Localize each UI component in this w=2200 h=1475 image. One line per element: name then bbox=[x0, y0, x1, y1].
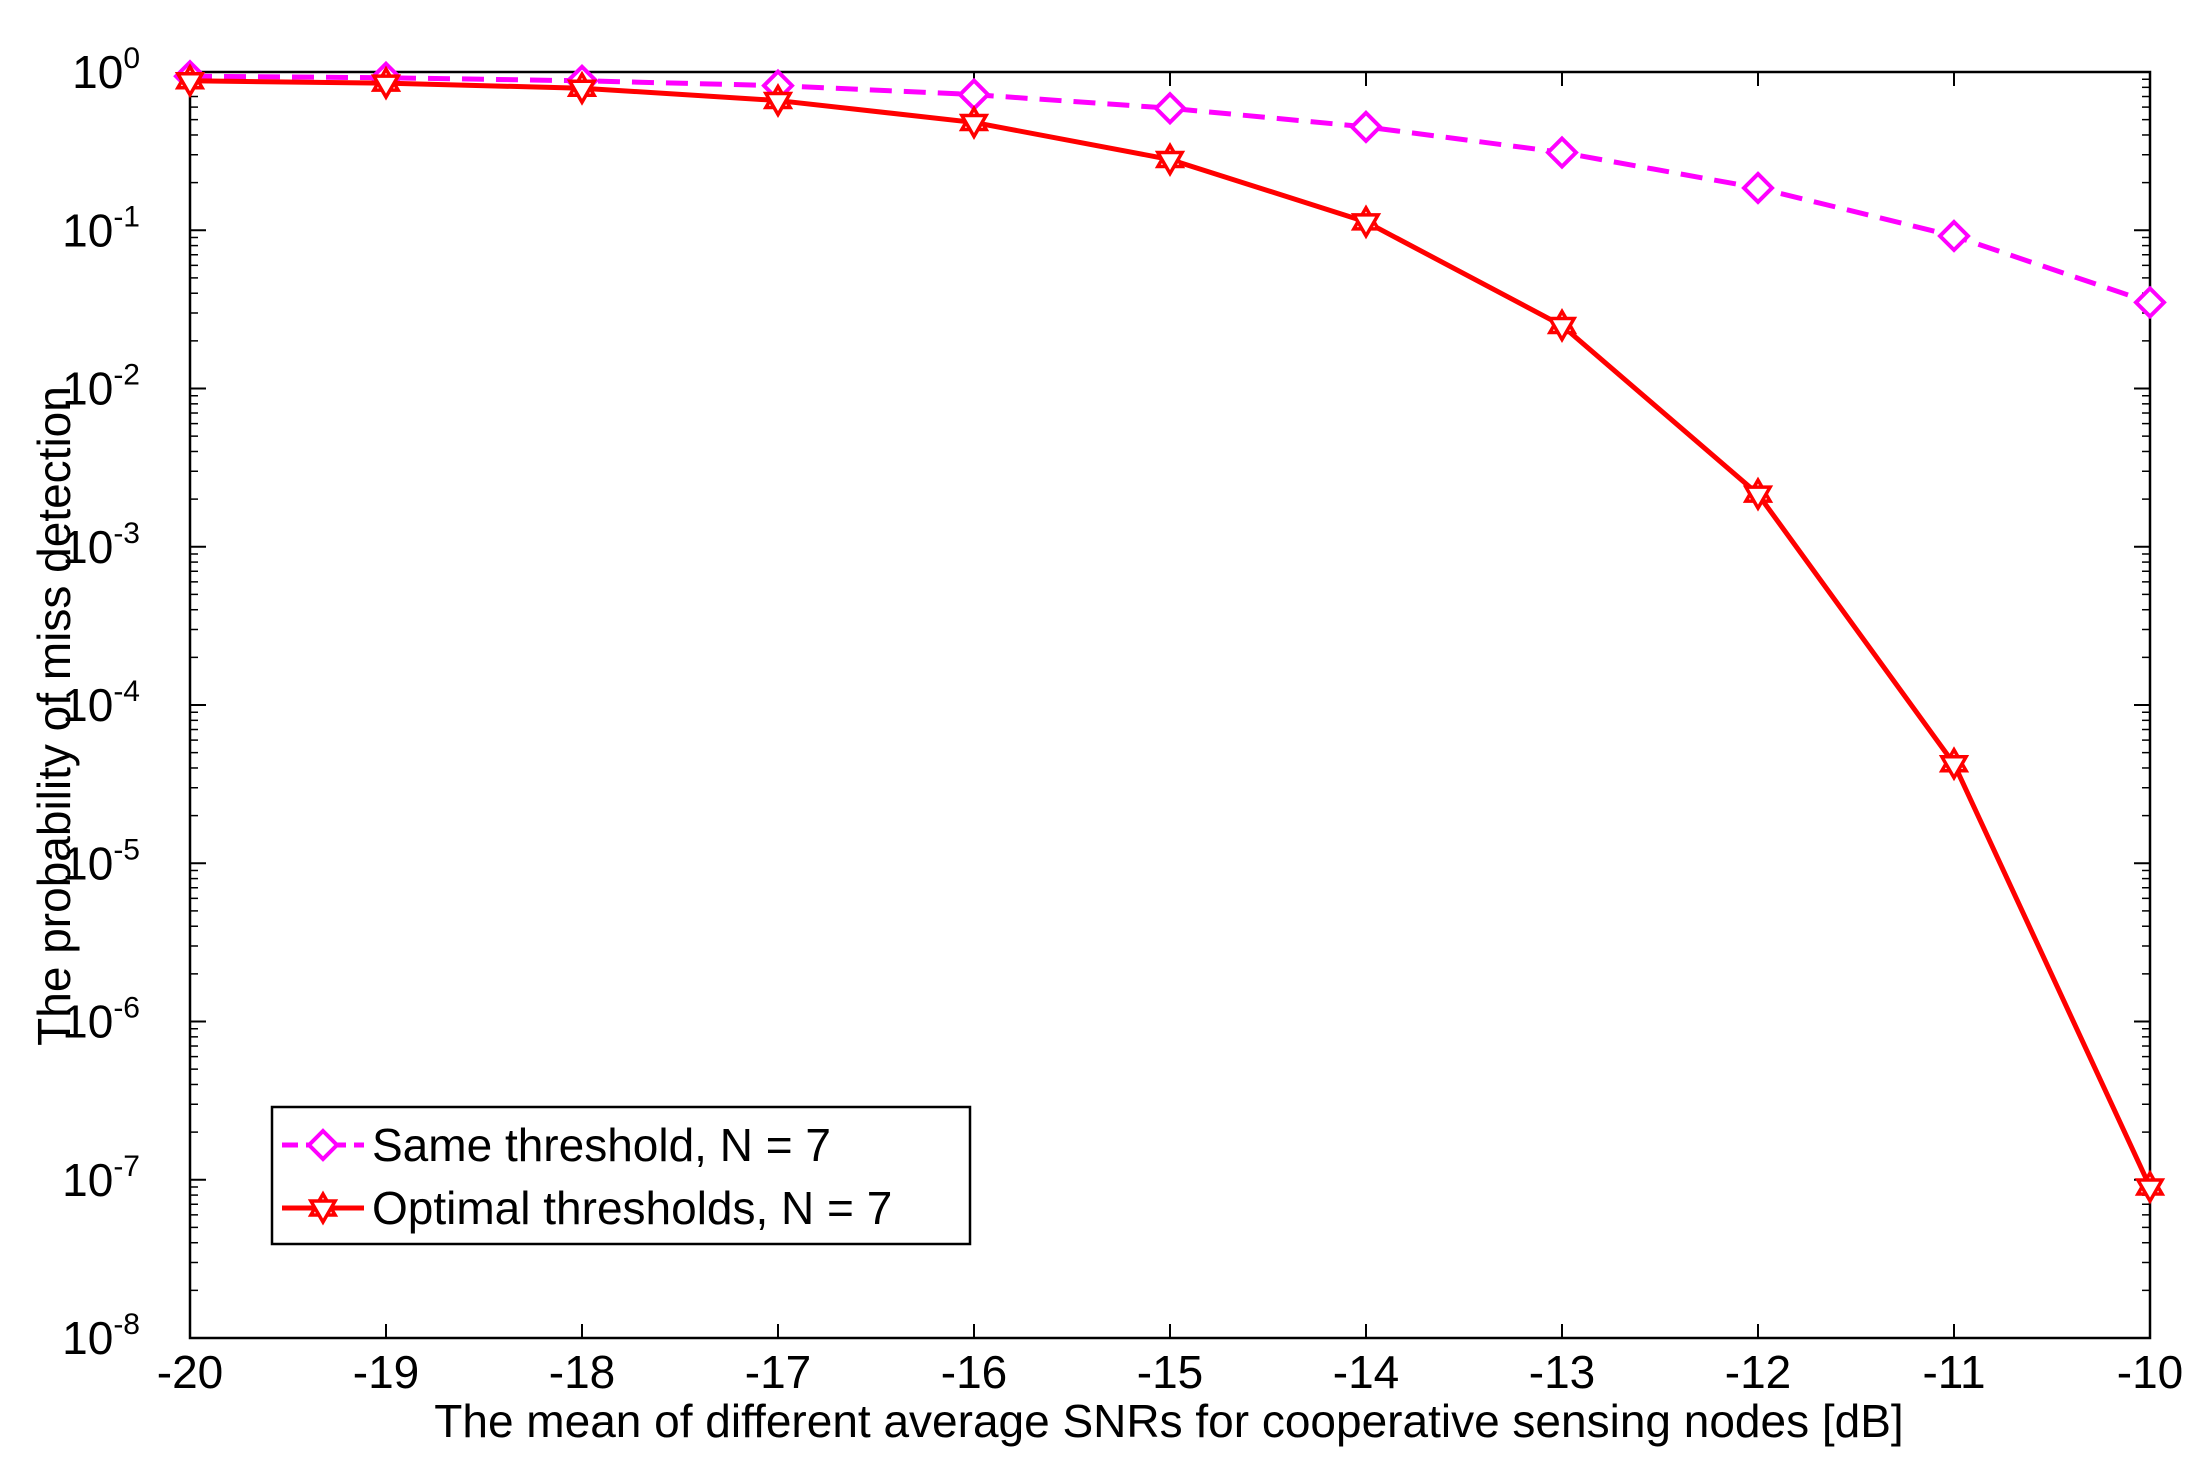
y-tick-label: 10-7 bbox=[62, 1150, 140, 1206]
series-layer bbox=[173, 59, 2167, 1205]
x-tick-label: -13 bbox=[1529, 1346, 1595, 1398]
x-tick-label: -17 bbox=[745, 1346, 811, 1398]
data-point bbox=[1546, 308, 1578, 344]
data-point bbox=[1937, 219, 1971, 253]
marker-triangle-down bbox=[566, 79, 598, 106]
data-point bbox=[762, 83, 794, 119]
y-tick-label: 10-3 bbox=[62, 517, 140, 573]
data-point bbox=[1154, 141, 1186, 177]
axes: -20 -19 -18 -17 -16 -15 -14 -13 -12 -11 -10 100 10-1… bbox=[62, 42, 2183, 1398]
marker-triangle-down bbox=[1938, 755, 1970, 782]
legend-marker bbox=[306, 1128, 340, 1162]
x-tick-label: -14 bbox=[1333, 1346, 1399, 1398]
legend-entry-2: Optimal thresholds, N = 7 bbox=[282, 1182, 892, 1234]
y-axis-label: The probability of miss detection bbox=[28, 386, 80, 1046]
marker-triangle-down bbox=[307, 1199, 339, 1226]
legend: Same threshold, N = 7 Optimal thresholds,… bbox=[270, 1105, 972, 1246]
x-tick-label: -16 bbox=[941, 1346, 1007, 1398]
data-point bbox=[566, 70, 598, 106]
series-2 bbox=[174, 63, 2166, 1205]
marker-triangle-down bbox=[174, 72, 206, 99]
data-point bbox=[2133, 285, 2167, 320]
legend-label: Same threshold, N = 7 bbox=[372, 1119, 831, 1171]
marker-triangle-down bbox=[1742, 485, 1774, 512]
legend-marker bbox=[307, 1190, 339, 1226]
marker-triangle-down bbox=[1546, 316, 1578, 344]
legend-label: Optimal thresholds, N = 7 bbox=[372, 1182, 892, 1234]
x-tick-label: -15 bbox=[1137, 1346, 1203, 1398]
x-tick-label: -11 bbox=[1922, 1346, 1985, 1398]
x-tick-label: -10 bbox=[2117, 1346, 2183, 1398]
legend-entry-1: Same threshold, N = 7 bbox=[282, 1119, 831, 1171]
data-point bbox=[958, 104, 990, 140]
marker-triangle-down bbox=[370, 74, 402, 101]
y-tick-label: 10-8 bbox=[62, 1308, 140, 1364]
data-point bbox=[1741, 171, 1775, 205]
y-tick-label: 10-2 bbox=[62, 359, 140, 415]
data-point bbox=[1742, 476, 1774, 512]
data-point bbox=[370, 65, 402, 101]
y-tick-label: 10-6 bbox=[62, 992, 140, 1048]
marker-triangle-down bbox=[2134, 1178, 2166, 1205]
marker-triangle-down bbox=[762, 91, 794, 119]
x-axis-label: The mean of different average SNRs for c… bbox=[434, 1395, 1903, 1447]
legend-box bbox=[270, 1105, 972, 1246]
y-tick-label: 10-1 bbox=[62, 200, 140, 256]
data-point bbox=[174, 63, 206, 99]
data-point bbox=[2134, 1169, 2166, 1205]
x-tick-label: -20 bbox=[157, 1346, 223, 1398]
marker-triangle-down bbox=[1154, 150, 1186, 177]
data-point bbox=[1153, 91, 1187, 126]
data-point bbox=[1938, 746, 1970, 782]
marker-triangle-down bbox=[1350, 213, 1382, 240]
x-tick-label: -18 bbox=[549, 1346, 615, 1398]
data-point bbox=[1349, 110, 1383, 144]
data-point bbox=[1545, 135, 1579, 170]
x-tick-label: -12 bbox=[1725, 1346, 1791, 1398]
x-tick-label: -19 bbox=[353, 1346, 419, 1398]
data-point bbox=[1350, 204, 1382, 240]
marker-triangle-down bbox=[958, 113, 990, 140]
y-tick-label: 10-5 bbox=[62, 833, 140, 889]
y-tick-label: 10-4 bbox=[62, 675, 140, 731]
series-line bbox=[189, 73, 2151, 305]
y-tick-label: 100 bbox=[72, 42, 140, 98]
